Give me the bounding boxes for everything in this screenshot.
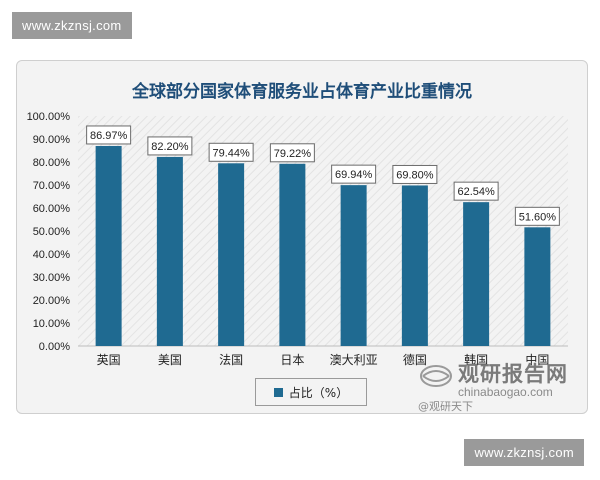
data-label: 79.44%	[212, 147, 250, 159]
data-label-box	[331, 164, 377, 184]
y-tick-label: 100.00%	[27, 111, 71, 123]
bar-chart: 0.00% 10.00% 20.00% 30.00% 40.00% 50.00% 60.00…	[27, 111, 568, 367]
y-tick-label: 10.00%	[33, 318, 71, 330]
data-label-box	[269, 143, 315, 163]
data-label: 69.94%	[335, 169, 373, 181]
bar	[524, 227, 551, 346]
data-label-box	[208, 142, 254, 162]
y-tick-label: 60.00%	[33, 203, 71, 215]
data-label: 62.54%	[457, 186, 495, 198]
bar	[401, 185, 428, 346]
x-tick-label: 中国	[525, 352, 549, 367]
data-label-box	[86, 125, 132, 145]
x-tick-label: 澳大利亚	[330, 353, 378, 367]
bar	[95, 145, 122, 346]
x-tick-label: 美国	[158, 353, 182, 367]
y-tick-label: 30.00%	[33, 272, 71, 284]
chart-title: 全球部分国家体育服务业占体育产业比重情况	[132, 82, 472, 102]
y-tick-label: 40.00%	[33, 249, 71, 261]
bar	[463, 202, 490, 346]
bar	[279, 163, 306, 346]
y-tick-label: 20.00%	[33, 295, 71, 307]
data-label: 51.60%	[519, 211, 557, 223]
site-watermark-top: www.zkznsj.com	[12, 12, 132, 39]
y-tick-label: 50.00%	[33, 226, 71, 238]
bar	[218, 163, 245, 346]
legend-label: 占比（%）	[288, 385, 349, 400]
globe-logo-icon	[420, 365, 452, 387]
y-tick-label: 90.00%	[33, 134, 71, 146]
legend: 占比（%）	[255, 378, 367, 406]
watermark-title: 观研报告网	[458, 362, 568, 386]
data-label-box	[392, 164, 438, 184]
y-tick-label: 70.00%	[33, 180, 71, 192]
data-label: 82.20%	[151, 141, 189, 153]
data-label-box	[514, 206, 560, 226]
site-watermark-bottom: www.zkznsj.com	[464, 439, 584, 466]
watermark-domain: chinabaogao.com	[458, 385, 553, 399]
x-tick-label: 日本	[280, 353, 304, 367]
legend-swatch	[273, 387, 283, 397]
source-watermark: 观研报告网 chinabaogao.com @观研天下	[418, 358, 588, 414]
y-tick-label: 80.00%	[33, 157, 71, 169]
data-label: 86.97%	[90, 130, 128, 142]
bar	[340, 185, 367, 346]
data-label: 69.80%	[396, 169, 434, 181]
data-label: 79.22%	[274, 148, 312, 160]
watermark-handle: @观研天下	[418, 400, 473, 413]
x-tick-label: 韩国	[464, 352, 488, 367]
x-tick-label: 德国	[403, 352, 427, 367]
x-tick-label: 英国	[97, 353, 121, 367]
data-label-box	[147, 136, 193, 156]
y-tick-label: 0.00%	[39, 341, 70, 353]
x-tick-label: 法国	[219, 353, 243, 367]
data-label-box	[453, 181, 499, 201]
bar	[156, 156, 183, 346]
